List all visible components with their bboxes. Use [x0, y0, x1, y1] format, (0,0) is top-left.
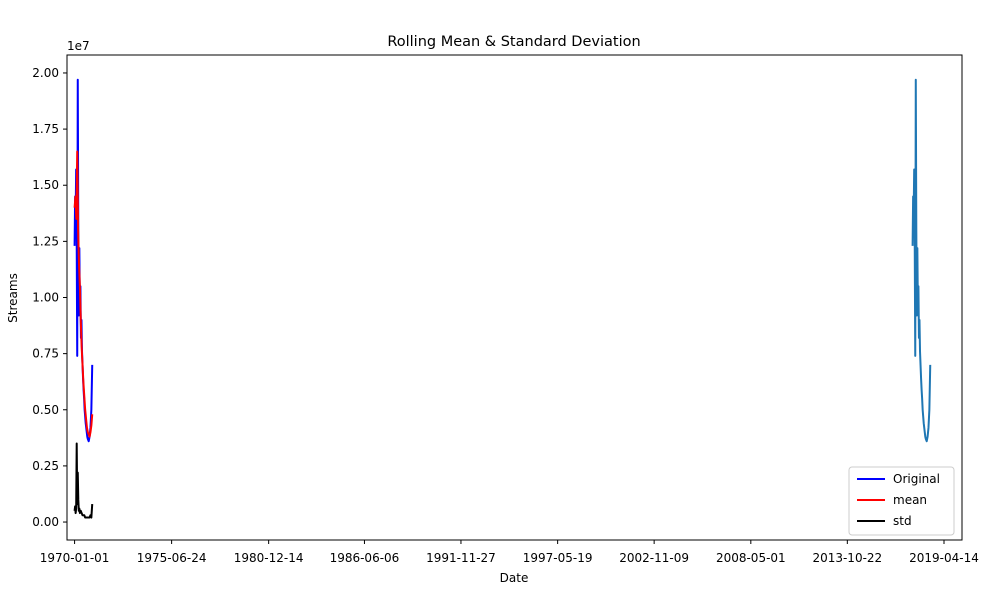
- x-tick-label: 2008-05-01: [716, 551, 786, 565]
- y-tick-label: 0.00: [32, 515, 59, 529]
- y-tick-label: 2.00: [32, 66, 59, 80]
- x-tick-label: 2002-11-09: [619, 551, 689, 565]
- y-tick-label: 0.25: [32, 459, 59, 473]
- y-tick-label: 1.75: [32, 122, 59, 136]
- y-offset-label: 1e7: [67, 39, 90, 53]
- x-tick-label: 2019-04-14: [909, 551, 979, 565]
- legend: Original mean std: [848, 466, 955, 536]
- x-tick-label: 1970-01-01: [40, 551, 110, 565]
- y-axis: 0.00 0.25 0.50 0.75 1.00 1.25 1.50 1.75 2.00: [32, 66, 67, 529]
- legend-label-original: Original: [893, 472, 940, 486]
- y-tick-label: 0.50: [32, 403, 59, 417]
- y-tick-label: 1.25: [32, 234, 59, 248]
- x-tick-label: 1975-06-24: [137, 551, 207, 565]
- series-line-mean: [73, 150, 94, 438]
- y-tick-label: 1.50: [32, 178, 59, 192]
- x-tick-label: 1980-12-14: [234, 551, 304, 565]
- series-line-streams: [911, 78, 932, 443]
- y-tick-label: 0.75: [32, 347, 59, 361]
- x-axis: 1970-01-01 1975-06-24 1980-12-14 1986-06-06…: [40, 540, 979, 565]
- legend-label-mean: mean: [893, 493, 927, 507]
- x-tick-label: 1997-05-19: [523, 551, 593, 565]
- x-tick-label: 1991-11-27: [426, 551, 496, 565]
- series-layer: [73, 78, 932, 519]
- x-tick-label: 2013-10-22: [812, 551, 882, 565]
- chart-title: Rolling Mean & Standard Deviation: [387, 34, 640, 50]
- y-axis-label: Streams: [6, 273, 20, 323]
- series-line-std: [73, 442, 94, 519]
- y-tick-label: 1.00: [32, 291, 59, 305]
- x-tick-label: 1986-06-06: [330, 551, 400, 565]
- legend-box: [848, 466, 955, 536]
- legend-label-std: std: [893, 514, 912, 528]
- plot-frame: [66, 54, 963, 541]
- x-axis-label: Date: [500, 571, 529, 585]
